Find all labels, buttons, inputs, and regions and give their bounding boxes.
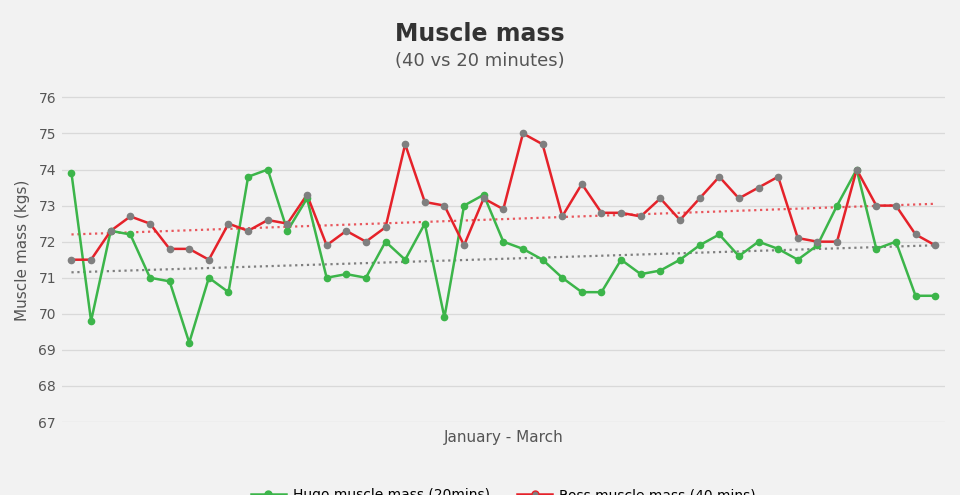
Text: Muscle mass: Muscle mass bbox=[396, 22, 564, 46]
X-axis label: January - March: January - March bbox=[444, 430, 564, 446]
Legend: Hugo muscle mass (20mins), Ross muscle mass (40 mins): Hugo muscle mass (20mins), Ross muscle m… bbox=[246, 483, 761, 495]
Y-axis label: Muscle mass (kgs): Muscle mass (kgs) bbox=[15, 180, 30, 321]
Text: (40 vs 20 minutes): (40 vs 20 minutes) bbox=[396, 52, 564, 70]
